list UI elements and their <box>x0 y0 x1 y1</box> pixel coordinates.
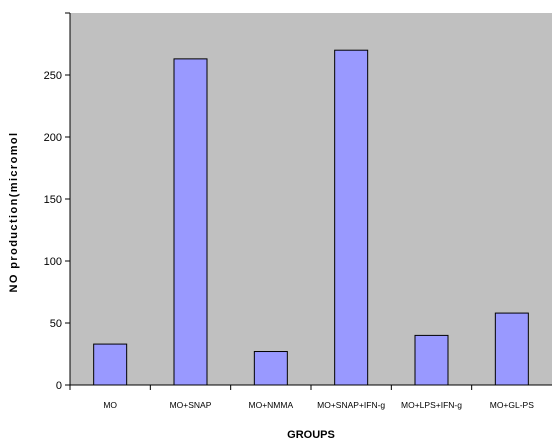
y-tick-label: 50 <box>50 318 62 330</box>
x-categories-group: MO MO+SNAP MO+NMMA MO+SNAP+IFN-g MO+LPS+IFN-… <box>69 385 534 410</box>
y-tick-label: 250 <box>44 70 62 82</box>
y-tick-label: 200 <box>44 132 62 144</box>
bar <box>334 49 369 386</box>
y-ticks-group: 0 50 100 150 200 250 <box>44 12 70 392</box>
x-category-label: MO+LPS+IFN-g <box>401 400 462 410</box>
x-category-label: MO+SNAP+IFN-g <box>317 400 385 410</box>
bar <box>173 58 208 386</box>
bar <box>494 312 529 386</box>
y-tick-label: 150 <box>44 194 62 206</box>
bar <box>253 351 288 386</box>
y-tick-label: 0 <box>56 380 62 392</box>
y-axis-title: NO production(micromol <box>8 132 20 293</box>
bar <box>414 334 449 386</box>
bars-group <box>93 49 529 386</box>
bar <box>93 343 128 386</box>
x-axis-title: GROUPS <box>287 429 335 441</box>
x-category-label: MO <box>103 400 117 410</box>
x-category-label: MO+SNAP <box>170 400 212 410</box>
plot-area <box>70 13 552 385</box>
x-category-label: MO+NMMA <box>249 400 294 410</box>
y-tick-label: 100 <box>44 256 62 268</box>
x-category-label: MO+GL-PS <box>490 400 534 410</box>
